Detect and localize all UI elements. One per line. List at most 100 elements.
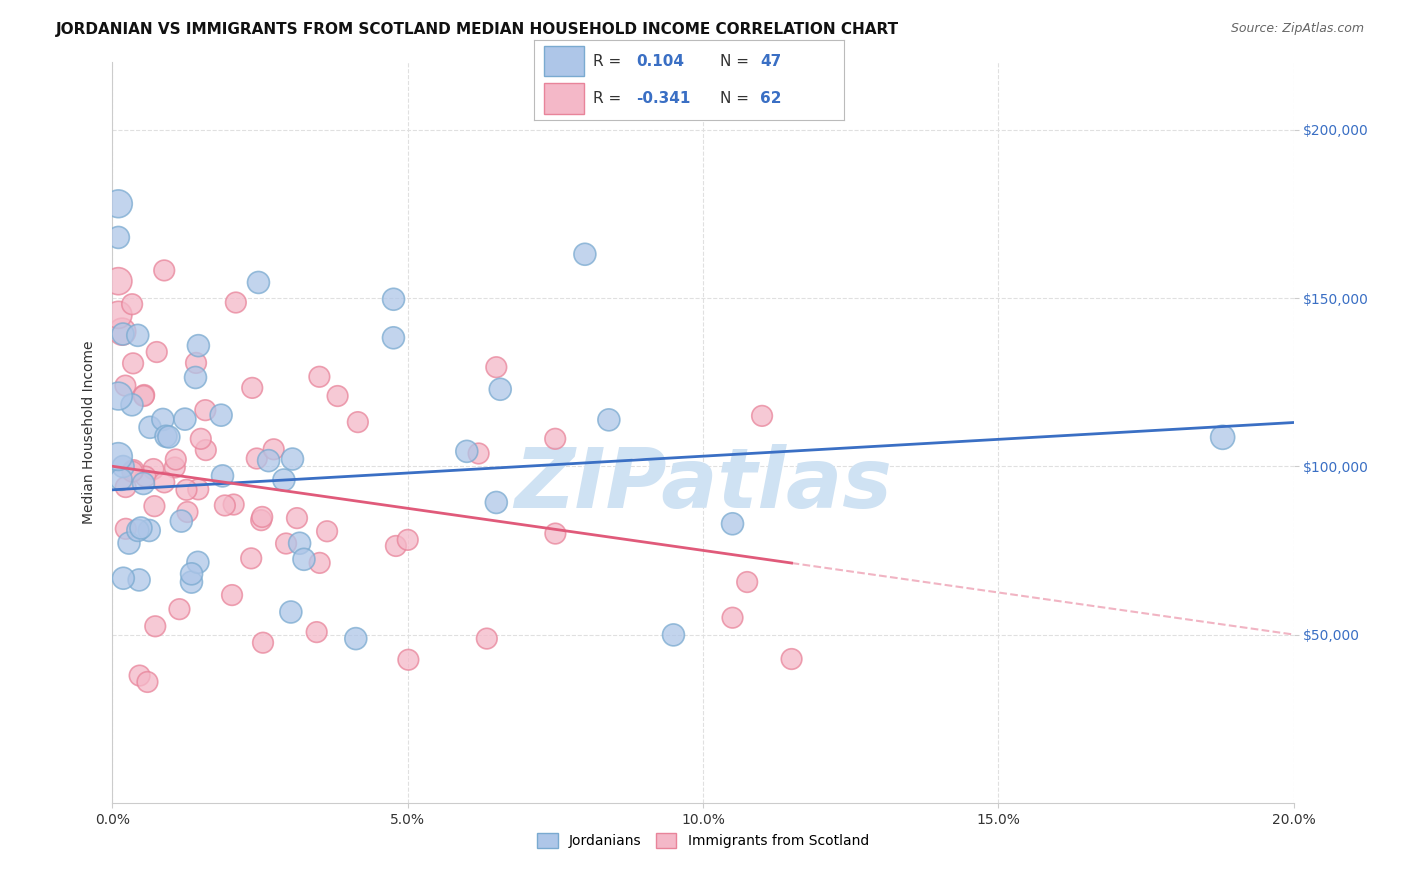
Point (155, 429, 177, 443)
Point (1212, 430, 1234, 444)
Point (122, 356, 145, 370)
Text: 0.104: 0.104 (637, 54, 685, 69)
Point (280, 605, 302, 619)
Point (107, 196, 129, 211)
Point (250, 513, 273, 527)
Point (165, 452, 187, 467)
Point (187, 555, 209, 569)
Point (209, 408, 232, 422)
Point (292, 552, 315, 566)
Point (143, 619, 166, 633)
Point (485, 495, 508, 509)
Point (153, 263, 176, 277)
Point (250, 510, 273, 524)
Point (142, 462, 165, 476)
Point (308, 556, 330, 570)
Point (467, 446, 489, 460)
Point (136, 675, 159, 690)
Point (211, 469, 233, 483)
Point (128, 573, 150, 587)
Point (112, 571, 135, 585)
Point (257, 453, 280, 467)
Text: R =: R = (593, 91, 626, 106)
Point (222, 498, 245, 512)
Point (176, 483, 198, 497)
Point (114, 480, 136, 494)
Point (163, 460, 186, 475)
Point (184, 370, 207, 384)
Point (456, 444, 478, 458)
Point (721, 610, 744, 624)
Point (127, 524, 149, 538)
Point (132, 476, 155, 491)
Point (169, 602, 191, 616)
Point (110, 472, 132, 486)
Point (735, 575, 758, 590)
Point (396, 653, 419, 667)
Point (107, 230, 129, 244)
Point (180, 575, 202, 590)
Point (107, 389, 129, 403)
Point (121, 398, 143, 412)
Text: N =: N = (720, 54, 754, 69)
Point (308, 369, 330, 384)
Point (382, 331, 405, 345)
Point (107, 450, 129, 464)
Point (281, 452, 304, 467)
Text: N =: N = (720, 91, 754, 106)
Point (780, 652, 803, 666)
Point (194, 443, 217, 458)
Text: ZIPatlas: ZIPatlas (515, 444, 891, 525)
Point (574, 247, 596, 261)
Point (288, 536, 311, 550)
Point (721, 516, 744, 531)
Point (305, 625, 328, 640)
Text: 62: 62 (761, 91, 782, 106)
Point (118, 536, 141, 550)
Point (187, 483, 209, 497)
Point (111, 325, 134, 339)
Text: JORDANIAN VS IMMIGRANTS FROM SCOTLAND MEDIAN HOUSEHOLD INCOME CORRELATION CHART: JORDANIAN VS IMMIGRANTS FROM SCOTLAND ME… (56, 22, 900, 37)
Legend: Jordanians, Immigrants from Scotland: Jordanians, Immigrants from Scotland (530, 826, 876, 855)
Point (396, 533, 419, 547)
Bar (544, 45, 583, 77)
Point (598, 413, 620, 427)
Point (190, 432, 212, 446)
Point (139, 420, 162, 434)
Point (382, 292, 405, 306)
Point (316, 524, 339, 539)
Point (153, 475, 176, 490)
Point (489, 382, 512, 396)
Point (347, 415, 370, 429)
Point (194, 403, 217, 417)
Point (273, 473, 295, 487)
Point (285, 511, 308, 525)
Point (121, 465, 143, 479)
Point (240, 381, 263, 395)
Point (246, 451, 269, 466)
Point (111, 326, 134, 341)
Point (134, 469, 156, 483)
Point (132, 389, 155, 403)
Point (247, 276, 270, 290)
Point (240, 551, 263, 566)
Point (475, 632, 498, 646)
Point (180, 566, 202, 581)
Point (170, 514, 193, 528)
Point (145, 345, 167, 359)
Point (225, 295, 247, 310)
Point (174, 412, 197, 426)
Point (114, 378, 136, 392)
Point (107, 274, 129, 288)
Point (157, 430, 180, 444)
Point (107, 308, 129, 322)
Point (112, 459, 135, 474)
Point (187, 339, 209, 353)
Point (751, 409, 773, 423)
Point (252, 636, 274, 650)
Point (127, 328, 149, 343)
Text: 47: 47 (761, 54, 782, 69)
Point (385, 539, 408, 553)
Point (662, 628, 685, 642)
Point (138, 524, 160, 538)
